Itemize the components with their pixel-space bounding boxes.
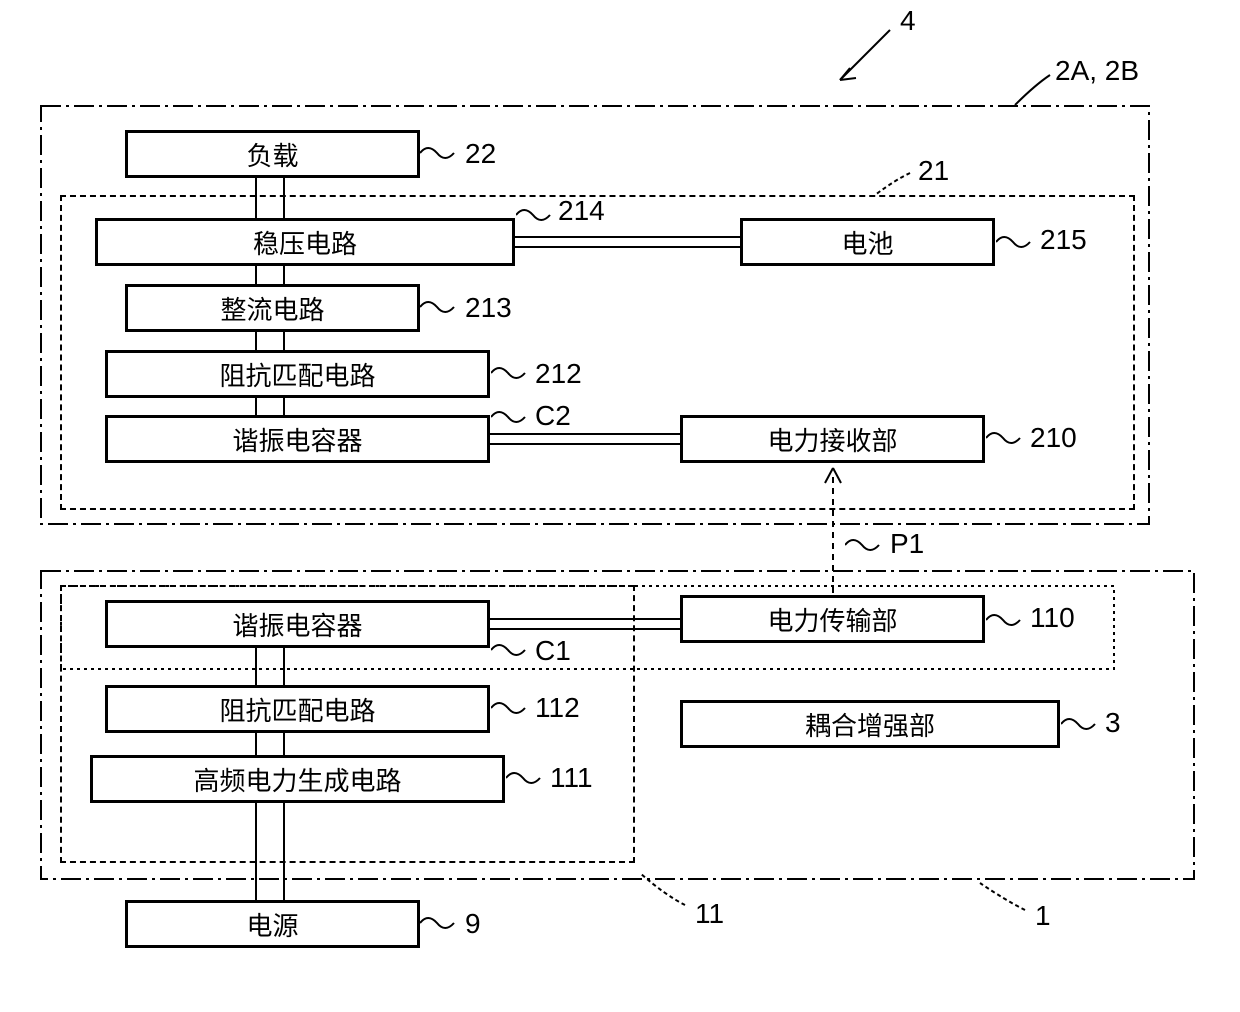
- power-transmitter-block: 电力传输部: [680, 595, 985, 643]
- upper-group-label: 2A, 2B: [1055, 55, 1139, 87]
- power-transmitter-text: 电力传输部: [767, 601, 897, 638]
- impedance-rx-text: 阻抗匹配电路: [219, 356, 375, 393]
- voltage-reg-block: 稳压电路: [95, 218, 515, 266]
- rectifier-text: 整流电路: [220, 290, 324, 327]
- power-source-ref: 9: [465, 908, 481, 940]
- coupling-block: 耦合增强部: [680, 700, 1060, 748]
- cap-recv-connector: [490, 433, 680, 445]
- hf-gen-block: 高频电力生成电路: [90, 755, 505, 803]
- power-receiver-ref: 210: [1030, 422, 1077, 454]
- rectifier-tilde: [420, 297, 455, 317]
- power-source-tilde: [420, 913, 455, 933]
- battery-tilde: [996, 232, 1031, 252]
- rect-imp-connector: [255, 332, 285, 350]
- power-receiver-tilde: [986, 428, 1021, 448]
- voltage-reg-text: 稳压电路: [253, 224, 357, 261]
- cap-tx-tilde: [491, 640, 526, 660]
- impedance-tx-block: 阻抗匹配电路: [105, 685, 490, 733]
- inner-lower-label: 11: [695, 898, 724, 930]
- cap-tx-text: 谐振电容器: [232, 606, 362, 643]
- lower-group-label: 1: [1035, 900, 1051, 932]
- cap-imp-tx-connector: [255, 648, 285, 685]
- power-source-block: 电源: [125, 900, 420, 948]
- power-transmitter-ref: 110: [1030, 602, 1075, 634]
- hf-gen-tilde: [506, 768, 541, 788]
- lower-group-leader: [975, 880, 1030, 915]
- reg-rect-connector: [255, 266, 285, 284]
- hf-gen-text: 高频电力生成电路: [193, 761, 401, 798]
- inner-upper-leader: [870, 170, 920, 200]
- battery-ref: 215: [1040, 224, 1087, 256]
- power-source-text: 电源: [246, 906, 298, 943]
- upper-group-leader: [1010, 70, 1060, 110]
- cap-rx-text: 谐振电容器: [232, 421, 362, 458]
- load-text: 负载: [246, 136, 298, 173]
- cap-rx-block: 谐振电容器: [105, 415, 490, 463]
- coupling-text: 耦合增强部: [805, 706, 935, 743]
- voltage-reg-ref: 214: [558, 195, 605, 227]
- main-label: 4: [900, 5, 916, 37]
- inner-lower-leader: [635, 870, 690, 910]
- battery-text: 电池: [841, 224, 893, 261]
- load-connector: [255, 178, 285, 218]
- cap-tx-block: 谐振电容器: [105, 600, 490, 648]
- coupling-ref: 3: [1105, 707, 1121, 739]
- cap-tx-ref: C1: [535, 635, 571, 667]
- impedance-rx-ref: 212: [535, 358, 582, 390]
- p1-tilde: [845, 535, 880, 555]
- imp-hf-connector: [255, 733, 285, 755]
- power-receiver-text: 电力接收部: [767, 421, 897, 458]
- load-block: 负载: [125, 130, 420, 178]
- coupling-tilde: [1061, 714, 1096, 734]
- impedance-tx-tilde: [491, 698, 526, 718]
- cap-rx-ref: C2: [535, 400, 571, 432]
- hf-power-connector: [255, 803, 285, 900]
- reg-battery-connector: [515, 236, 740, 248]
- power-transmitter-tilde: [986, 610, 1021, 630]
- rectifier-block: 整流电路: [125, 284, 420, 332]
- load-tilde: [420, 143, 455, 163]
- cap-xmit-connector: [490, 618, 680, 630]
- impedance-rx-block: 阻抗匹配电路: [105, 350, 490, 398]
- impedance-rx-tilde: [491, 363, 526, 383]
- impedance-tx-ref: 112: [535, 692, 580, 724]
- inner-upper-label: 21: [918, 155, 949, 187]
- imp-cap-connector: [255, 398, 285, 415]
- cap-rx-tilde: [491, 407, 526, 427]
- load-ref: 22: [465, 138, 496, 170]
- rectifier-ref: 213: [465, 292, 512, 324]
- impedance-tx-text: 阻抗匹配电路: [219, 691, 375, 728]
- hf-gen-ref: 111: [550, 762, 593, 794]
- voltage-reg-tilde: [516, 205, 551, 225]
- power-receiver-block: 电力接收部: [680, 415, 985, 463]
- p1-label: P1: [890, 528, 924, 560]
- battery-block: 电池: [740, 218, 995, 266]
